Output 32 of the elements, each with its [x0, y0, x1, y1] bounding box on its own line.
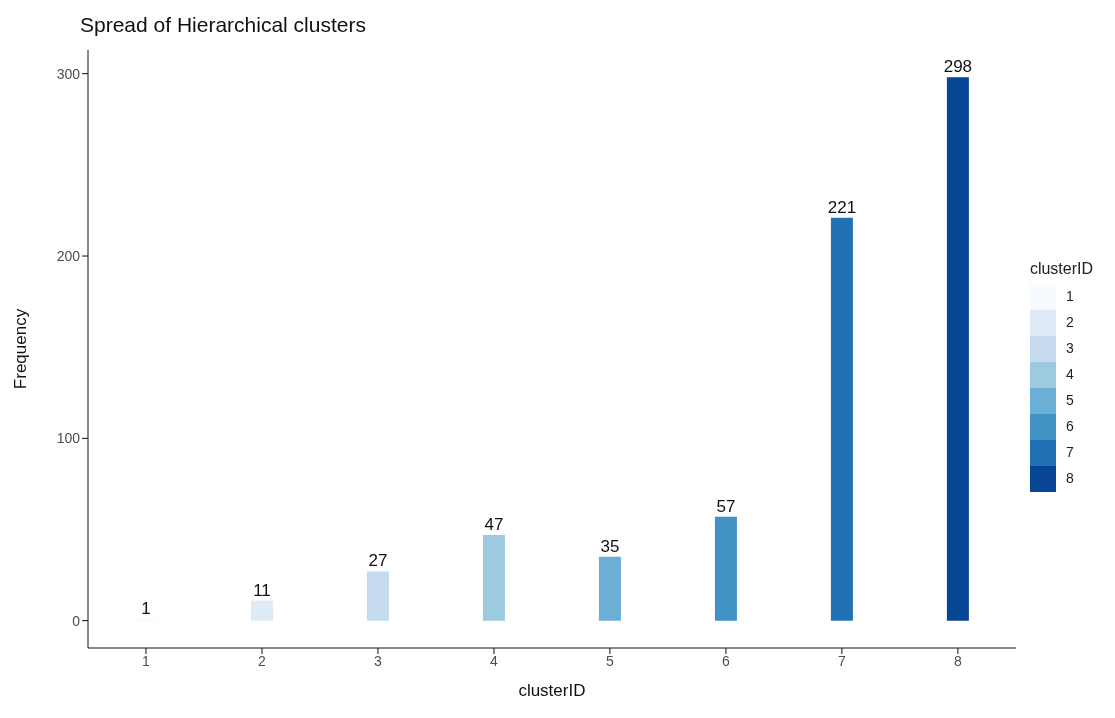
x-tick-label: 7: [838, 652, 846, 669]
data-label: 298: [943, 57, 973, 77]
data-label: 35: [600, 536, 620, 556]
legend-label: 3: [1065, 340, 1074, 357]
x-tick-label: 2: [258, 652, 267, 669]
legend-title: clusterID: [1029, 260, 1093, 278]
legend-label: 8: [1065, 470, 1074, 487]
data-label: 1: [141, 598, 151, 618]
legend-label: 7: [1065, 444, 1074, 461]
y-axis-title: Frequency: [11, 308, 31, 390]
legend-label: 6: [1065, 418, 1074, 435]
legend-label: 2: [1065, 314, 1074, 331]
x-tick-label: 4: [490, 652, 499, 669]
x-tick-label: 3: [374, 652, 383, 669]
y-tick-label: 300: [56, 65, 81, 82]
x-axis-title: clusterID: [518, 681, 586, 700]
data-label: 47: [484, 514, 504, 534]
data-label: 27: [368, 551, 388, 571]
legend-label: 5: [1065, 392, 1074, 409]
legend-label: 1: [1065, 288, 1074, 305]
y-tick-label: 0: [72, 612, 81, 629]
x-tick-label: 8: [953, 652, 962, 669]
chart-title: Spread of Hierarchical clusters: [79, 12, 367, 38]
data-label: 57: [716, 496, 736, 516]
legend-label: 4: [1065, 366, 1074, 383]
x-tick-label: 6: [722, 652, 731, 669]
data-label: 11: [253, 580, 271, 600]
y-tick-label: 200: [56, 247, 81, 264]
y-tick-label: 100: [56, 430, 81, 447]
data-label: 221: [827, 197, 857, 217]
x-tick-label: 5: [606, 652, 615, 669]
x-tick-label: 1: [142, 652, 151, 669]
